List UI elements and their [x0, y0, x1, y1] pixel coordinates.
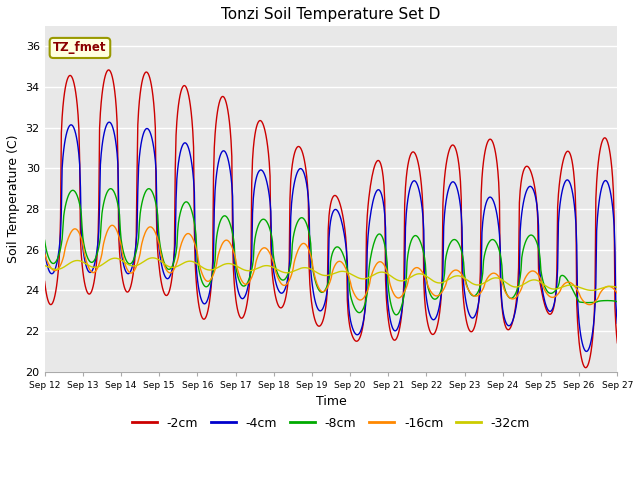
-4cm: [111, 132, 118, 138]
-16cm: [614, 291, 621, 297]
-8cm: [169, 262, 177, 268]
-4cm: [402, 225, 410, 230]
-2cm: [402, 184, 410, 190]
-16cm: [419, 269, 426, 275]
-2cm: [51, 292, 59, 298]
-32cm: [419, 271, 426, 277]
-4cm: [169, 263, 177, 268]
-32cm: [199, 265, 207, 271]
-2cm: [419, 192, 426, 198]
Y-axis label: Soil Temperature (C): Soil Temperature (C): [7, 134, 20, 263]
-32cm: [149, 255, 157, 261]
Line: -32cm: -32cm: [45, 258, 618, 290]
-32cm: [110, 255, 118, 261]
-8cm: [111, 191, 118, 196]
-2cm: [582, 365, 589, 371]
-32cm: [51, 266, 59, 272]
-8cm: [403, 276, 410, 282]
-32cm: [169, 264, 177, 270]
-2cm: [111, 88, 118, 94]
-2cm: [169, 267, 177, 273]
-16cm: [109, 222, 116, 228]
-4cm: [106, 119, 113, 125]
-32cm: [402, 277, 410, 283]
Line: -8cm: -8cm: [45, 189, 618, 315]
-8cm: [107, 186, 115, 192]
Legend: -2cm, -4cm, -8cm, -16cm, -32cm: -2cm, -4cm, -8cm, -16cm, -32cm: [127, 412, 535, 435]
Title: Tonzi Soil Temperature Set D: Tonzi Soil Temperature Set D: [221, 7, 441, 22]
-4cm: [614, 321, 621, 326]
Line: -16cm: -16cm: [45, 225, 618, 305]
-2cm: [41, 278, 49, 284]
-2cm: [104, 67, 112, 73]
-4cm: [582, 348, 590, 354]
-8cm: [419, 247, 427, 253]
-16cm: [111, 224, 118, 230]
-16cm: [51, 268, 59, 274]
-32cm: [588, 288, 596, 293]
-16cm: [199, 273, 207, 279]
-16cm: [41, 250, 49, 256]
-16cm: [169, 268, 177, 274]
-8cm: [393, 312, 401, 318]
-8cm: [51, 260, 59, 265]
-4cm: [51, 267, 59, 273]
-4cm: [199, 300, 207, 306]
-8cm: [199, 281, 207, 287]
Text: TZ_fmet: TZ_fmet: [53, 41, 107, 54]
-16cm: [402, 287, 410, 292]
-16cm: [586, 302, 593, 308]
-32cm: [41, 263, 49, 268]
-2cm: [199, 316, 207, 322]
-8cm: [614, 299, 621, 305]
-2cm: [614, 340, 621, 346]
Line: -4cm: -4cm: [45, 122, 618, 351]
Line: -2cm: -2cm: [45, 70, 618, 368]
-4cm: [419, 206, 426, 212]
X-axis label: Time: Time: [316, 396, 346, 408]
-32cm: [614, 285, 621, 290]
-8cm: [41, 238, 49, 243]
-4cm: [41, 247, 49, 253]
